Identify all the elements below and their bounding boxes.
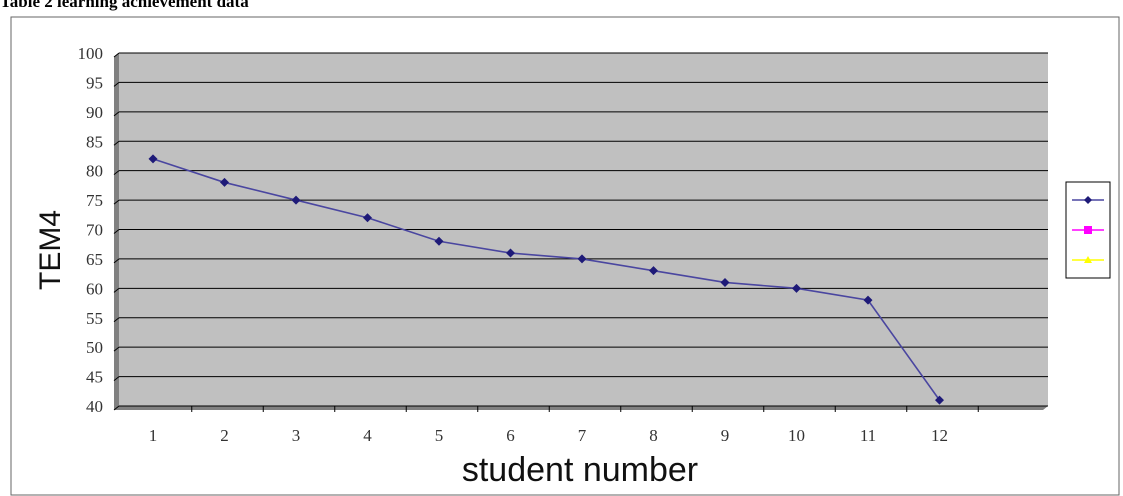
x-tick-label: 4 <box>363 426 372 445</box>
data-point <box>649 266 658 276</box>
data-point <box>792 283 801 293</box>
x-tick-label: 11 <box>860 426 876 445</box>
table-caption: Table 2 learning achievement data <box>0 0 249 11</box>
legend-marker <box>1084 196 1092 204</box>
y-tick-label: 95 <box>86 73 103 92</box>
x-tick-label: 3 <box>292 426 301 445</box>
data-point <box>863 295 873 305</box>
y-tick-label: 90 <box>86 103 103 122</box>
gridline-wall <box>113 52 120 58</box>
x-axis-title: student number <box>462 451 698 489</box>
gridline-wall <box>113 258 120 264</box>
data-point <box>434 236 444 246</box>
data-point <box>720 277 730 287</box>
gridline-wall <box>113 170 120 176</box>
y-tick-label: 60 <box>86 279 103 298</box>
y-tick-label: 70 <box>86 221 103 240</box>
y-tick-label: 55 <box>86 309 103 328</box>
x-tick-label: 7 <box>578 426 587 445</box>
legend-marker <box>1084 256 1092 263</box>
y-tick-label: 80 <box>86 162 103 181</box>
gridline-wall <box>113 405 120 411</box>
x-tick-label: 9 <box>721 426 730 445</box>
data-point <box>220 177 229 187</box>
y-tick-label: 100 <box>78 44 104 63</box>
gridline-wall <box>113 287 120 293</box>
series-line <box>152 158 941 401</box>
x-tick-label: 5 <box>435 426 444 445</box>
plot-floor <box>114 406 1048 410</box>
data-point <box>935 395 944 405</box>
y-axis-title: TEM4 <box>34 210 67 290</box>
gridline-wall <box>113 140 120 146</box>
y-tick-label: 85 <box>86 132 103 151</box>
data-point <box>577 254 587 264</box>
gridline-wall <box>113 346 120 352</box>
x-tick-label: 12 <box>931 426 948 445</box>
gridline-wall <box>113 229 120 234</box>
x-tick-label: 2 <box>220 426 229 445</box>
y-tick-label: 45 <box>86 368 103 387</box>
data-point <box>363 213 372 223</box>
gridline-wall <box>113 376 120 381</box>
data-point <box>148 154 158 164</box>
x-tick-label: 6 <box>506 426 515 445</box>
y-tick-label: 40 <box>86 397 103 416</box>
gridline-wall <box>113 199 120 205</box>
gridline-wall <box>113 317 120 323</box>
y-tick-label: 65 <box>86 250 103 269</box>
gridline-wall <box>113 82 120 87</box>
gridline-wall <box>113 111 120 117</box>
y-tick-label: 75 <box>86 191 103 210</box>
x-tick-label: 10 <box>788 426 805 445</box>
x-tick-label: 8 <box>649 426 658 445</box>
data-point <box>291 195 301 205</box>
data-point <box>506 248 515 258</box>
y-tick-label: 50 <box>86 338 103 357</box>
x-tick-label: 1 <box>149 426 158 445</box>
legend-marker <box>1084 226 1092 234</box>
